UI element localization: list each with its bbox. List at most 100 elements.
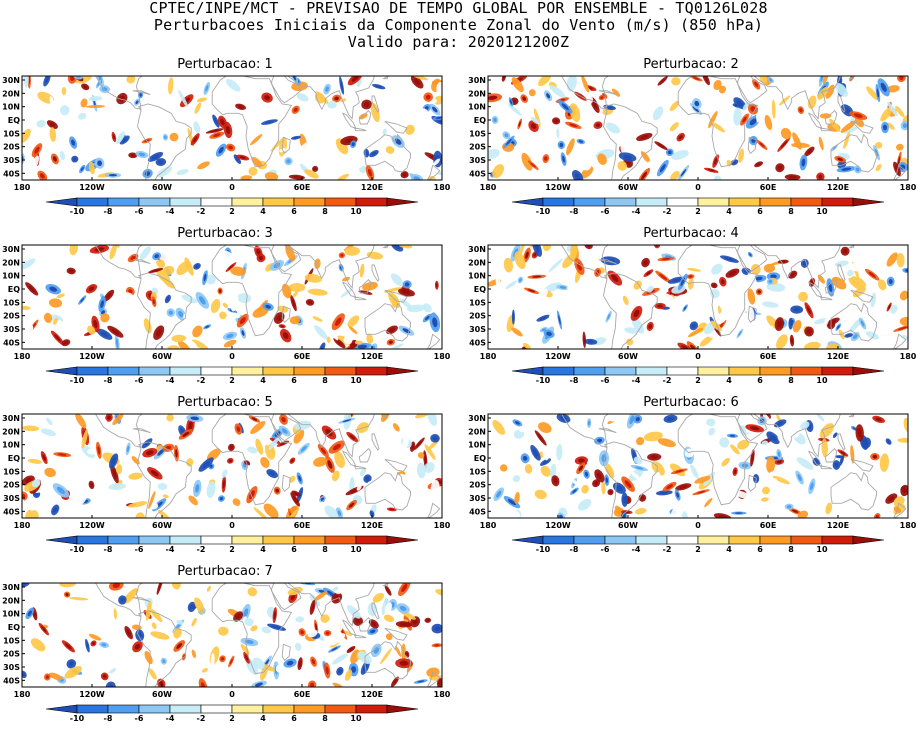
perturbation-panel: 30N 20N 10N EQ 10S 20S 30S 40S 180 120W 60W 0 60E 120…	[0, 564, 450, 729]
colorbar: -10 -8 -6 -4 -2 2 4 6 8 10	[45, 704, 419, 723]
longitude-label: 60E	[294, 352, 311, 361]
panel-title: Perturbacao: 7	[177, 564, 273, 579]
colorbar-label: 2	[229, 545, 235, 554]
colorbar-label: 4	[260, 207, 266, 216]
wind-anomaly-field	[22, 245, 442, 349]
latitude-label: 20N	[2, 427, 20, 436]
latitude-label: 40S	[3, 338, 20, 347]
colorbar-swatch	[604, 197, 637, 207]
colorbar-label: 10	[350, 545, 362, 554]
colorbar-swatch	[542, 535, 575, 545]
colorbar-label: -2	[663, 545, 672, 554]
colorbar-swatch	[262, 704, 295, 714]
colorbar-label: -4	[632, 545, 641, 554]
coastline-outlines	[499, 245, 907, 349]
latitude-label: EQ	[474, 454, 486, 463]
colorbar-label: 6	[291, 207, 297, 216]
longitude-label: 180	[14, 352, 31, 361]
colorbar-swatch	[231, 535, 264, 545]
colorbar-swatch	[355, 366, 388, 376]
latitude-label: 10S	[469, 298, 486, 307]
longitude-label: 60W	[618, 352, 638, 361]
colorbar-label: -8	[570, 207, 579, 216]
latitude-label: 10S	[469, 129, 486, 138]
colorbar-swatch	[355, 704, 388, 714]
latitude-label: 10N	[2, 441, 20, 450]
colorbar-swatch	[573, 535, 606, 545]
latitude-label: 30S	[469, 494, 486, 503]
latitude-label: 20N	[468, 89, 486, 98]
latitude-label: 20S	[469, 312, 486, 321]
longitude-label: 180	[480, 352, 497, 361]
colorbar-label: 10	[350, 207, 362, 216]
perturbation-map: 30N 20N 10N EQ 10S 20S 30S 40S 180 120W 60W 0 60E 120…	[2, 75, 450, 216]
longitude-label: 180	[14, 690, 31, 699]
perturbation-panel: 30N 20N 10N EQ 10S 20S 30S 40S 180 120W 60W 0 60E 120…	[466, 226, 916, 391]
colorbar-label: -4	[166, 714, 175, 723]
colorbar-label: 10	[816, 545, 828, 554]
latitude-label: 30N	[468, 76, 486, 85]
colorbar-swatch	[76, 366, 109, 376]
perturbation-panel: 30N 20N 10N EQ 10S 20S 30S 40S 180 120W 60W 0 60E 120…	[466, 395, 916, 560]
longitude-label: 0	[695, 183, 701, 192]
panel-title: Perturbacao: 1	[177, 57, 273, 72]
longitude-label: 120E	[361, 690, 383, 699]
perturbation-panel: 30N 20N 10N EQ 10S 20S 30S 40S 180 120W 60W 0 60E 120…	[466, 57, 916, 222]
colorbar-swatch	[697, 197, 730, 207]
latitude-label: EQ	[8, 285, 20, 294]
colorbar-swatch	[790, 366, 823, 376]
coastline-outlines	[33, 76, 441, 180]
colorbar-swatch	[852, 366, 885, 376]
colorbar-swatch	[169, 535, 202, 545]
colorbar-label: -8	[104, 207, 113, 216]
colorbar-label: 8	[788, 545, 794, 554]
colorbar-label: -4	[632, 207, 641, 216]
colorbar-swatch	[666, 366, 699, 376]
colorbar-swatch	[76, 535, 109, 545]
colorbar-swatch	[200, 197, 233, 207]
colorbar-swatch	[759, 366, 792, 376]
longitude-label: 60W	[152, 690, 172, 699]
wind-anomaly-field	[22, 583, 442, 687]
colorbar-label: 6	[757, 376, 763, 385]
colorbar-swatch	[759, 197, 792, 207]
colorbar-label: -10	[70, 207, 85, 216]
latitude-label: 30S	[3, 494, 20, 503]
latitude-label: 20N	[2, 258, 20, 267]
colorbar-swatch	[355, 197, 388, 207]
perturbation-panel: 30N 20N 10N EQ 10S 20S 30S 40S 180 120W 60W 0 60E 120…	[0, 395, 450, 560]
longitude-label: 180	[434, 690, 450, 699]
longitude-label: 120W	[79, 352, 105, 361]
perturbation-map: 30N 20N 10N EQ 10S 20S 30S 40S 180 120W 60W 0 60E 120…	[2, 244, 450, 385]
colorbar-swatch	[45, 197, 78, 207]
longitude-label: 60E	[294, 690, 311, 699]
colorbar-label: 6	[291, 714, 297, 723]
colorbar-swatch	[386, 704, 419, 714]
colorbar-swatch	[542, 197, 575, 207]
colorbar-swatch	[355, 535, 388, 545]
latitude-label: 30S	[469, 325, 486, 334]
colorbar-label: 10	[816, 207, 828, 216]
latitude-label: 30N	[468, 414, 486, 423]
longitude-label: 60E	[294, 521, 311, 530]
longitude-label: 120W	[545, 352, 571, 361]
longitude-label: 180	[434, 521, 450, 530]
colorbar-swatch	[293, 704, 326, 714]
colorbar: -10 -8 -6 -4 -2 2 4 6 8 10	[511, 366, 885, 385]
colorbar-label: 2	[229, 207, 235, 216]
colorbar-swatch	[790, 535, 823, 545]
colorbar-label: 6	[757, 207, 763, 216]
latitude-label: 20S	[3, 650, 20, 659]
longitude-label: 120W	[545, 183, 571, 192]
colorbar-label: -2	[197, 545, 206, 554]
colorbar-swatch	[138, 197, 171, 207]
colorbar-label: -6	[601, 207, 610, 216]
colorbar-swatch	[169, 704, 202, 714]
colorbar-swatch	[511, 197, 544, 207]
panel-title: Perturbacao: 5	[177, 395, 273, 410]
colorbar-label: -8	[104, 376, 113, 385]
colorbar-label: -6	[601, 545, 610, 554]
longitude-label: 120E	[827, 521, 849, 530]
colorbar-swatch	[728, 197, 761, 207]
longitude-label: 0	[695, 352, 701, 361]
